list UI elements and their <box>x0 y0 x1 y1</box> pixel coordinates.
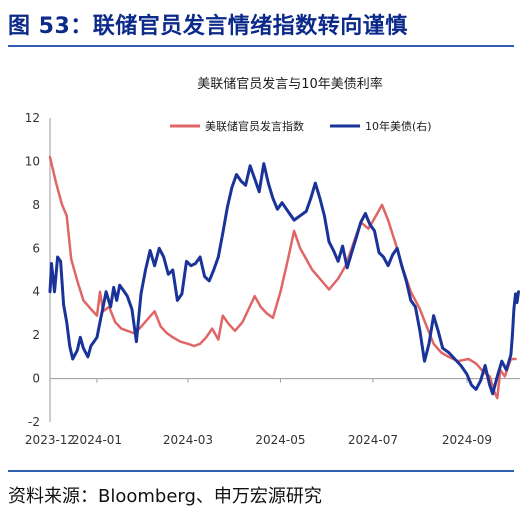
source-note: 资料来源：Bloomberg、申万宏源研究 <box>8 486 322 507</box>
chart-title: 美联储官员发言与10年美债利率 <box>197 76 383 92</box>
y-tick-label: 10 <box>25 154 40 168</box>
legend-label-treasury: 10年美债(右) <box>365 119 432 133</box>
x-tick-label: 2024-09 <box>442 433 492 447</box>
y-tick-label: 2 <box>32 328 40 342</box>
series-line-sentiment <box>48 155 517 400</box>
y-tick-label: 12 <box>25 111 40 125</box>
x-tick-label: 2024-03 <box>163 433 213 447</box>
x-tick-label: 2024-07 <box>348 433 398 447</box>
legend-label-sentiment: 美联储官员发言指数 <box>205 119 304 133</box>
series-line-treasury <box>48 162 520 396</box>
legend: 美联储官员发言指数 10年美债(右) <box>170 119 432 133</box>
x-tick-label: 2023-12 <box>25 433 75 447</box>
x-tick-label: 2024-01 <box>72 433 122 447</box>
y-tick-label: 4 <box>32 285 40 299</box>
figure-header: 图 53：联储官员发言情绪指数转向谨慎 <box>0 0 522 52</box>
title-divider <box>8 45 514 47</box>
source-divider <box>8 470 514 472</box>
figure-title: 图 53：联储官员发言情绪指数转向谨慎 <box>8 14 408 39</box>
x-tick-label: 2024-05 <box>255 433 305 447</box>
line-chart: 美联储官员发言与10年美债利率 美联储官员发言指数 10年美债(右) -2 0 2 4… <box>25 76 520 447</box>
series-layer <box>48 155 520 400</box>
y-tick-label: 8 <box>32 198 40 212</box>
y-tick-label: -2 <box>28 415 40 429</box>
y-tick-label: 6 <box>32 241 40 255</box>
y-tick-label: 0 <box>32 372 40 386</box>
